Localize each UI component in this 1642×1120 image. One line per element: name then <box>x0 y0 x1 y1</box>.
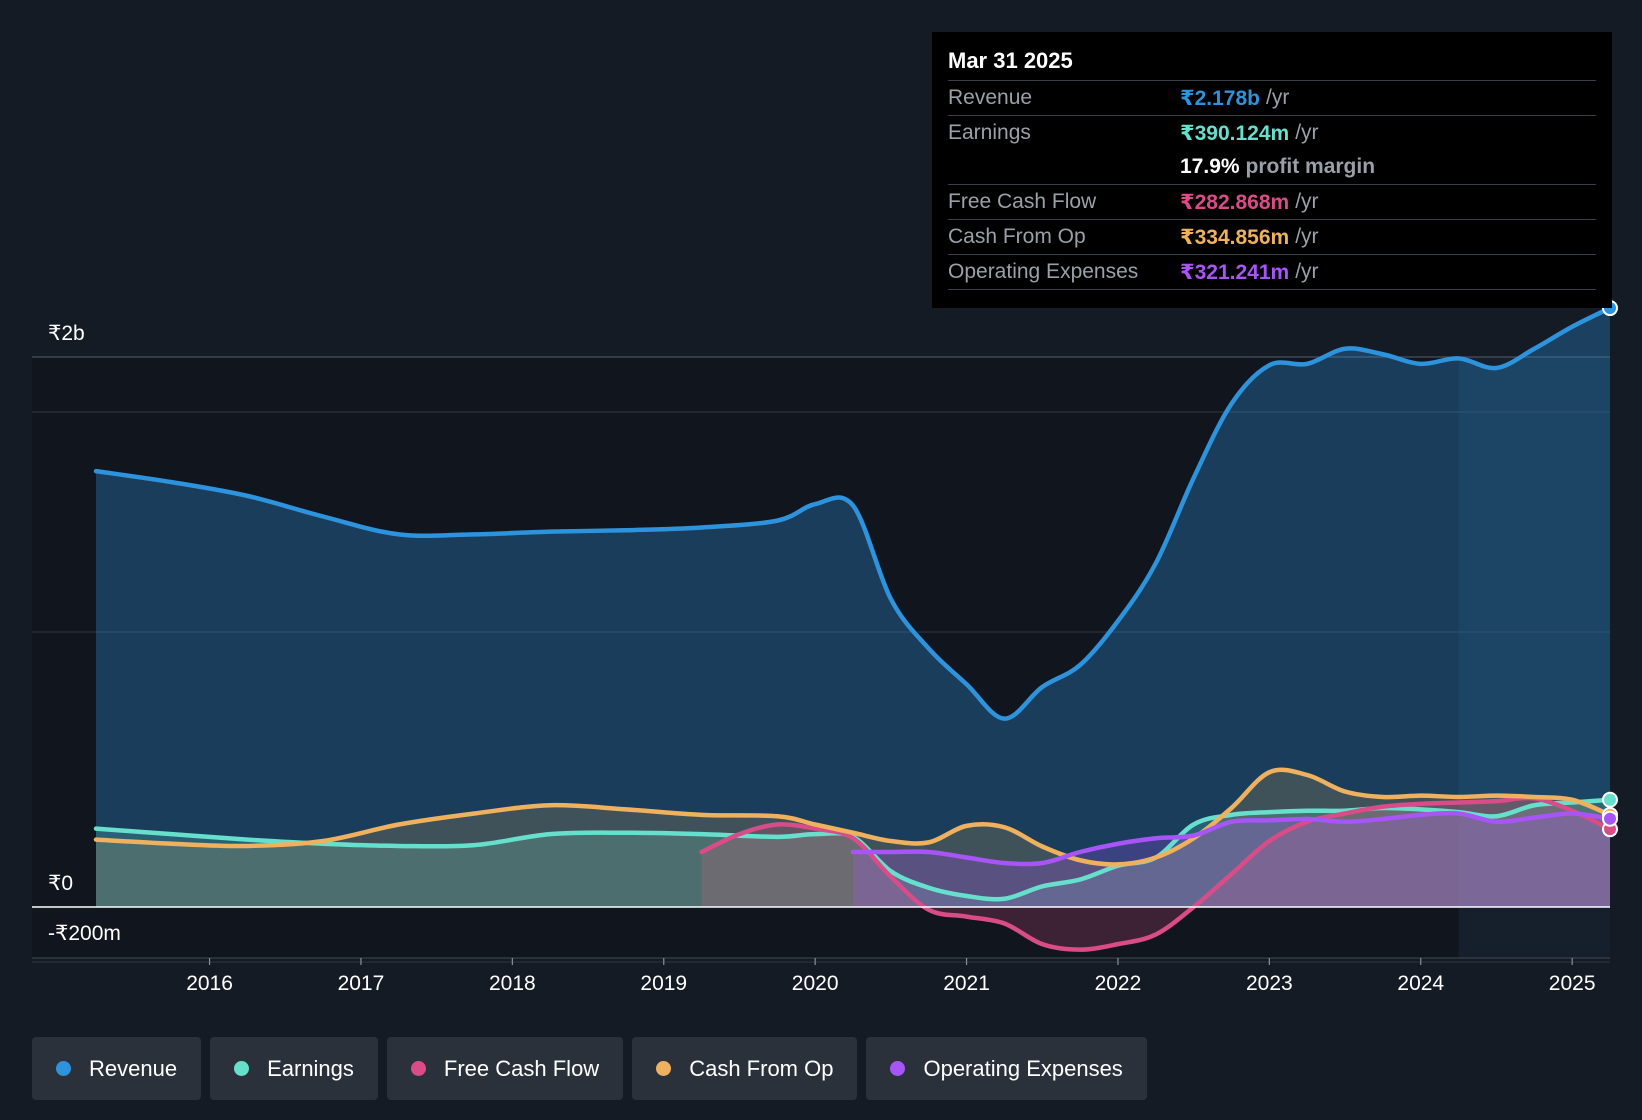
x-axis: 2016 2017 2018 2019 2020 2021 2022 2023 2024 2025 <box>32 957 1610 995</box>
x-tick-label: 2016 <box>186 972 233 995</box>
tooltip-value: ₹321.241m <box>1180 260 1290 284</box>
gridlines <box>32 356 1610 963</box>
legend-label: Revenue <box>89 1055 178 1081</box>
area-free-cash-flow <box>701 797 1610 950</box>
tooltip-value: ₹282.868m <box>1180 190 1290 214</box>
tooltip-label: Revenue <box>948 86 1033 109</box>
legend-dot-icon <box>234 1061 250 1076</box>
x-tick-label: 2025 <box>1549 972 1596 995</box>
x-tick-label: 2020 <box>792 972 839 995</box>
tooltip-label: Earnings <box>948 121 1031 144</box>
endpoint-operating-expenses <box>1602 810 1618 827</box>
y-tick-bottom: -₹200m <box>48 922 121 945</box>
x-tick-label: 2022 <box>1095 972 1142 995</box>
tooltip-value: ₹334.856m <box>1180 225 1290 249</box>
tooltip-row-cash-from-op: Cash From Op ₹334.856m /yr <box>948 220 1596 255</box>
x-tick-label: 2019 <box>640 972 687 995</box>
tooltip-value: ₹390.124m <box>1180 121 1290 145</box>
line-cash-from-op <box>93 767 1613 867</box>
legend-label: Operating Expenses <box>923 1055 1123 1081</box>
tooltip-row-profit-margin: 17.9% profit margin <box>948 150 1596 185</box>
tooltip-value: 17.9% <box>1180 155 1240 178</box>
tooltip-unit: /yr <box>1295 190 1319 213</box>
line-free-cash-flow <box>699 795 1613 952</box>
tooltip-unit: /yr <box>1295 260 1319 283</box>
y-tick-zero: ₹0 <box>48 872 73 895</box>
legend: Revenue Earnings Free Cash Flow Cash Fro… <box>32 1037 1147 1100</box>
y-tick-top: ₹2b <box>48 322 85 345</box>
tooltip-row-earnings: Earnings ₹390.124m /yr <box>948 116 1596 150</box>
endpoint-earnings <box>1602 791 1618 808</box>
legend-item-revenue[interactable]: Revenue <box>32 1037 202 1100</box>
tooltip-unit: /yr <box>1295 225 1319 248</box>
tooltip-label: Operating Expenses <box>948 260 1139 283</box>
legend-dot-icon <box>656 1061 672 1076</box>
tooltip-value: ₹2.178b <box>1180 86 1260 110</box>
tooltip-row-free-cash-flow: Free Cash Flow ₹282.868m /yr <box>948 185 1596 220</box>
tooltip-label: Free Cash Flow <box>948 190 1097 213</box>
line-earnings <box>93 797 1613 902</box>
series-lines <box>93 305 1613 952</box>
tooltip-unit: /yr <box>1295 121 1319 144</box>
legend-item-cash-from-op[interactable]: Cash From Op <box>632 1037 858 1100</box>
x-tick-label: 2021 <box>943 972 990 995</box>
tooltip-row-revenue: Revenue ₹2.178b /yr <box>948 81 1596 116</box>
tooltip-row-operating-expenses: Operating Expenses ₹321.241m /yr <box>948 255 1596 290</box>
legend-label: Free Cash Flow <box>443 1055 600 1081</box>
legend-item-free-cash-flow[interactable]: Free Cash Flow <box>386 1037 624 1100</box>
area-revenue <box>96 308 1610 907</box>
legend-dot-icon <box>56 1061 71 1076</box>
x-tick-label: 2018 <box>489 972 536 995</box>
x-tick-label: 2017 <box>338 972 385 995</box>
chart: ₹2b ₹0 -₹200m 2016 2017 2018 2019 2020 2021 20… <box>32 300 1618 995</box>
tooltip: Mar 31 2025 Revenue ₹2.178b /yr Earnings… <box>932 32 1612 308</box>
tooltip-label: Cash From Op <box>948 225 1086 248</box>
line-operating-expenses <box>850 810 1613 867</box>
recent-period-band <box>1458 357 1610 958</box>
plot-background <box>32 357 1610 958</box>
legend-item-earnings[interactable]: Earnings <box>210 1037 378 1100</box>
legend-label: Cash From Op <box>689 1055 834 1081</box>
line-revenue <box>93 305 1613 721</box>
x-tick-label: 2024 <box>1397 972 1444 995</box>
area-operating-expenses <box>853 813 1610 907</box>
tooltip-date: Mar 31 2025 <box>948 46 1596 81</box>
legend-dot-icon <box>410 1061 426 1076</box>
x-tick-label: 2023 <box>1246 972 1293 995</box>
legend-dot-icon <box>890 1061 906 1076</box>
tooltip-unit: /yr <box>1266 86 1290 109</box>
legend-item-operating-expenses[interactable]: Operating Expenses <box>866 1037 1147 1100</box>
legend-label: Earnings <box>267 1055 354 1081</box>
tooltip-unit: profit margin <box>1245 155 1376 178</box>
